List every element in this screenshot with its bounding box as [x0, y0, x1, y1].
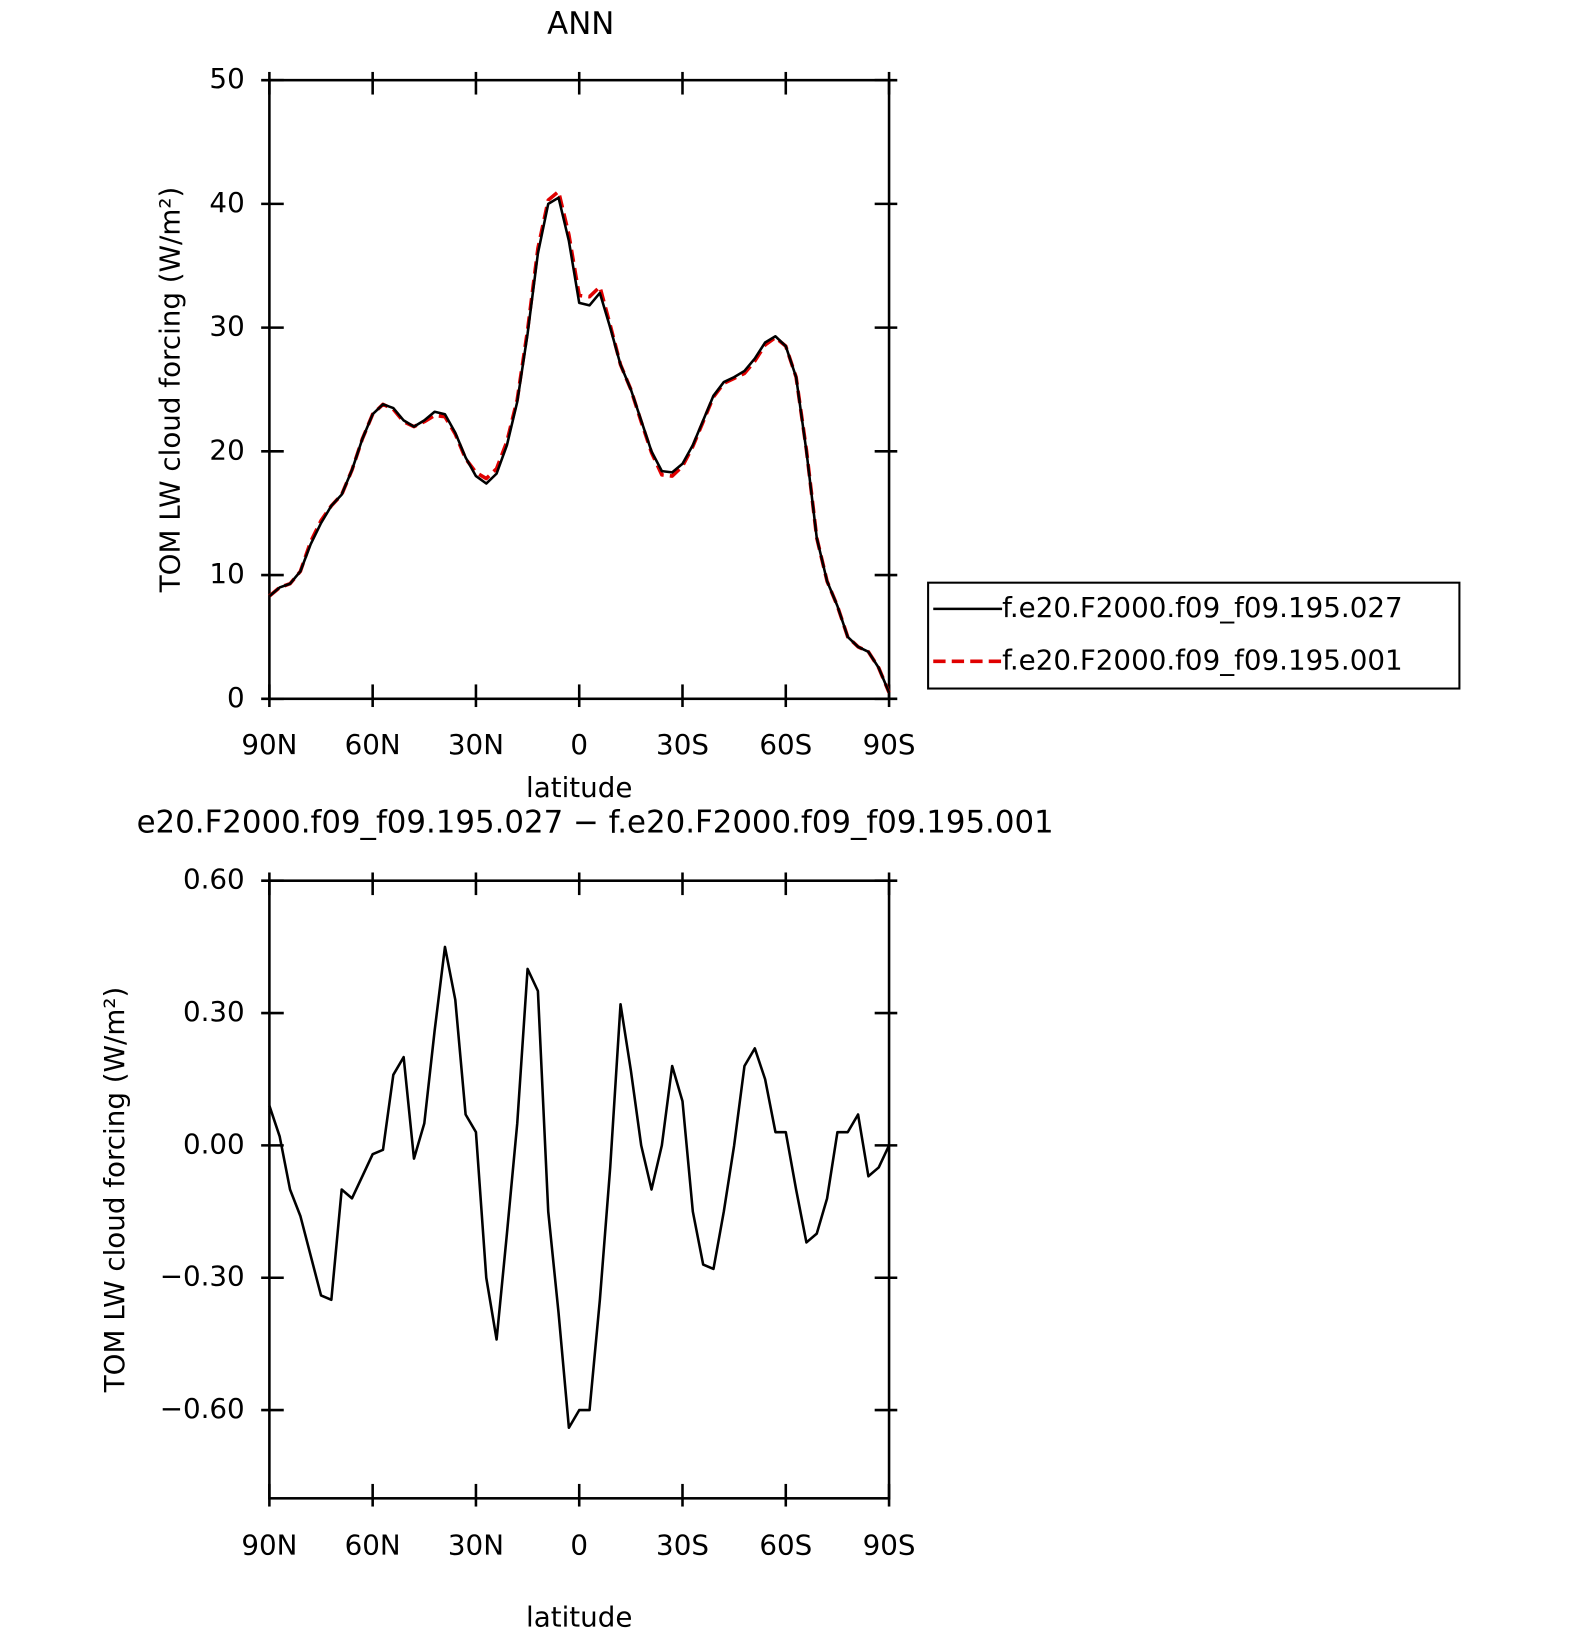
data-line	[268, 945, 891, 1430]
y-tick-label: 30	[209, 310, 244, 343]
y-tick-label: 40	[209, 186, 244, 219]
x-tick-label: 0	[570, 728, 588, 761]
y-tick-label: 50	[209, 62, 244, 95]
y-tick-label: 0.30	[183, 995, 245, 1028]
y-axis-label: TOM LW cloud forcing (W/m²)	[154, 187, 187, 594]
chart-title: e20.F2000.f09_f09.195.027 − f.e20.F2000.…	[137, 805, 1054, 841]
y-tick-label: −0.60	[160, 1392, 245, 1425]
x-tick-label: 90S	[863, 728, 916, 761]
x-tick-label: 60S	[759, 728, 812, 761]
x-tick-label: 90N	[241, 728, 297, 761]
x-axis-label: latitude	[526, 1601, 632, 1634]
x-tick-label: 30S	[656, 1529, 709, 1562]
x-tick-label: 60N	[345, 1529, 401, 1562]
x-tick-label: 90S	[863, 1529, 916, 1562]
y-tick-label: 0.60	[183, 863, 245, 896]
x-tick-label: 30N	[448, 1529, 504, 1562]
x-tick-label: 90N	[241, 1529, 297, 1562]
legend-box	[927, 581, 1461, 690]
x-tick-label: 30S	[656, 728, 709, 761]
plot-frame	[268, 78, 891, 701]
y-tick-label: 0	[227, 681, 245, 714]
chart-title: ANN	[547, 6, 614, 42]
y-axis-label: TOM LW cloud forcing (W/m²)	[98, 987, 131, 1394]
legend-label: f.e20.F2000.f09_f09.195.027	[1002, 591, 1403, 624]
x-tick-label: 60S	[759, 1529, 812, 1562]
x-axis-label: latitude	[526, 771, 632, 804]
legend-label: f.e20.F2000.f09_f09.195.001	[1002, 643, 1403, 676]
data-line	[268, 196, 891, 694]
y-tick-label: 0.00	[183, 1127, 245, 1160]
x-tick-label: 30N	[448, 728, 504, 761]
y-tick-label: 20	[209, 433, 244, 466]
x-tick-label: 0	[570, 1529, 588, 1562]
x-tick-label: 60N	[345, 728, 401, 761]
y-tick-label: −0.30	[160, 1260, 245, 1293]
y-tick-label: 10	[209, 557, 244, 590]
